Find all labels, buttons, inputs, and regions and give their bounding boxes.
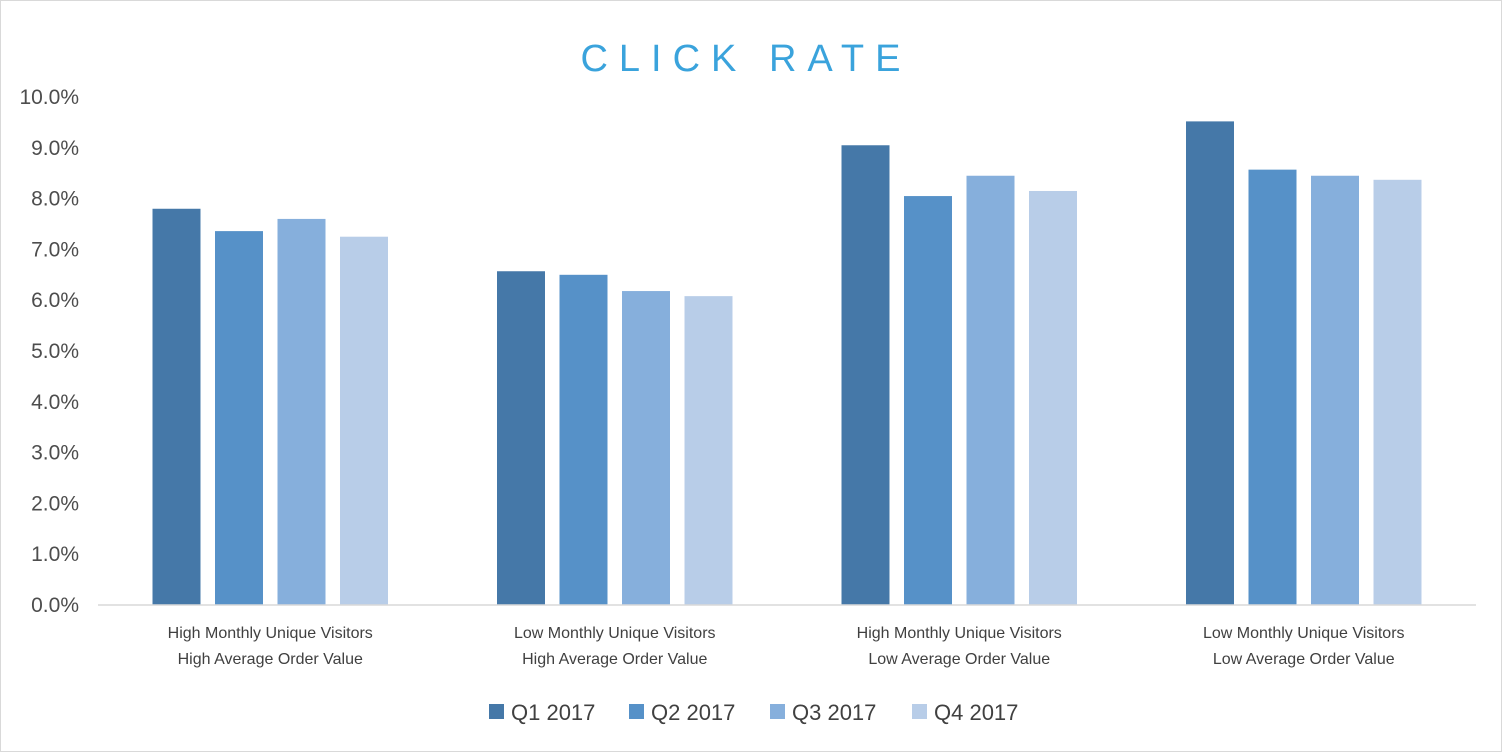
bar — [684, 296, 733, 605]
y-tick-label: 6.0% — [31, 289, 79, 312]
bar — [1373, 179, 1422, 605]
y-tick-label: 1.0% — [31, 543, 79, 566]
y-tick-label: 4.0% — [31, 391, 79, 414]
bar — [1029, 190, 1077, 606]
x-tick-label: High Average Order Value — [522, 651, 707, 668]
x-tick-label: Low Average Order Value — [1213, 651, 1395, 668]
x-axis-category-labels: High Monthly Unique Visitors High Average… — [168, 625, 1405, 668]
bar — [152, 208, 201, 605]
legend-label: Q1 2017 — [511, 700, 595, 725]
bar — [497, 271, 545, 605]
x-tick-label: High Monthly Unique Visitors — [168, 625, 373, 642]
bar — [904, 196, 952, 605]
y-tick-label: 7.0% — [31, 238, 79, 261]
y-tick-label: 2.0% — [31, 492, 79, 515]
legend-swatch — [770, 704, 785, 719]
y-tick-label: 10.0% — [19, 86, 79, 109]
y-tick-label: 3.0% — [31, 442, 79, 465]
x-tick-label: Low Average Order Value — [868, 651, 1050, 668]
y-tick-label: 8.0% — [31, 188, 79, 211]
bar — [215, 231, 263, 605]
bar — [1311, 175, 1359, 606]
legend-label: Q3 2017 — [792, 700, 876, 725]
legend: Q1 2017 Q2 2017 Q3 2017 Q4 2017 — [489, 700, 1018, 725]
x-tick-label: Low Monthly Unique Visitors — [514, 625, 716, 642]
bar — [966, 175, 1015, 606]
y-tick-label: 9.0% — [31, 137, 79, 160]
bar — [559, 274, 608, 605]
legend-label: Q4 2017 — [934, 700, 1018, 725]
x-tick-label: Low Monthly Unique Visitors — [1203, 625, 1405, 642]
y-tick-label: 0.0% — [31, 594, 79, 617]
bars — [152, 121, 1422, 606]
legend-swatch — [489, 704, 504, 719]
legend-swatch — [629, 704, 644, 719]
bar — [277, 218, 326, 606]
bar — [1186, 121, 1234, 605]
bar — [340, 236, 388, 605]
bar — [841, 145, 890, 605]
legend-swatch — [912, 704, 927, 719]
chart-title: CLICK RATE — [580, 38, 911, 80]
bar — [622, 291, 670, 605]
y-tick-label: 5.0% — [31, 340, 79, 363]
y-axis-ticks: 0.0% 1.0% 2.0% 3.0% 4.0% 5.0% 6.0% 7.0% 8.0% 9.0%… — [19, 86, 79, 617]
legend-label: Q2 2017 — [651, 700, 735, 725]
x-tick-label: High Average Order Value — [178, 651, 363, 668]
x-tick-label: High Monthly Unique Visitors — [857, 625, 1062, 642]
bar — [1248, 169, 1297, 606]
